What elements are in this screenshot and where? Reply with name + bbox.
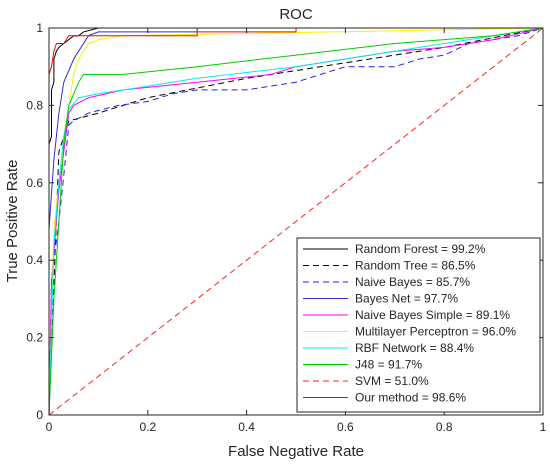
x-tick-label: 0.2: [139, 420, 156, 434]
chart-title: ROC: [279, 6, 313, 23]
series-line-3: [48, 27, 544, 416]
legend-label-5: Naive Bayes Simple = 89.1%: [355, 308, 510, 322]
series-line-2: [48, 27, 544, 416]
series-layer: [48, 27, 544, 416]
plot-frame: [48, 27, 544, 416]
x-tick-label: 0.8: [436, 420, 453, 434]
legend-label-10: Our method = 98.6%: [355, 391, 466, 405]
legend-label-4: Bayes Net = 97.7%: [355, 292, 458, 306]
series-line-1: [48, 27, 543, 415]
y-tick-label: 0.8: [26, 98, 43, 112]
x-tick-label: 0.6: [337, 420, 354, 434]
y-tick-label: 0.6: [26, 176, 43, 190]
y-tick-label: 1: [36, 21, 43, 35]
series-line-7: [48, 27, 544, 416]
series-line-8: [48, 27, 544, 416]
y-ticks: 0 0.2 0.4 0.6 0.8 1: [26, 21, 543, 422]
y-axis-label: True Positive Rate: [4, 160, 21, 283]
legend-label-7: RBF Network = 88.4%: [355, 341, 474, 355]
legend-label-6: Multilayer Perceptron = 96.0%: [355, 325, 516, 339]
x-axis-label: False Negative Rate: [228, 443, 364, 460]
x-ticks: 0 0.2 0.4 0.6 0.8 1: [46, 28, 547, 434]
series-line-4: [48, 27, 543, 415]
legend-label-1: Random Forest = 99.2%: [355, 242, 486, 256]
legend-label-9: SVM = 51.0%: [355, 374, 429, 388]
x-tick-label: 1: [540, 420, 547, 434]
legend-label-8: J48 = 91.7%: [355, 358, 422, 372]
x-tick-label: 0: [46, 420, 53, 434]
y-tick-label: 0.4: [26, 253, 43, 267]
x-tick-label: 0.4: [238, 420, 255, 434]
y-tick-label: 0.2: [26, 331, 43, 345]
legend-box: [296, 237, 541, 413]
series-line-5: [48, 27, 544, 416]
legend: Random Forest = 99.2% Random Tree = 86.5%…: [296, 237, 541, 413]
legend-label-2: Random Tree = 86.5%: [355, 259, 476, 273]
legend-label-3: Naive Bayes = 85.7%: [355, 275, 470, 289]
series-line-9: [48, 27, 544, 416]
series-line-10: [48, 27, 543, 415]
y-tick-label: 0: [36, 408, 43, 422]
